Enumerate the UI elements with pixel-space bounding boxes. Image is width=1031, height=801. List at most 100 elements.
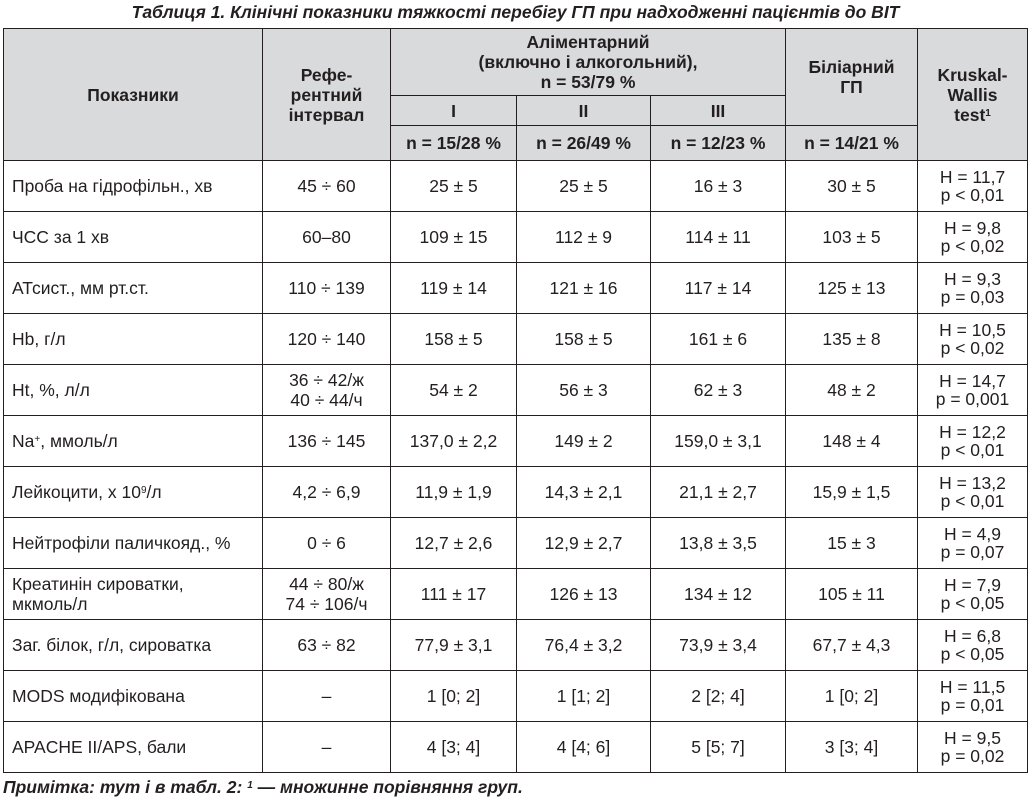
- header-indicator: Показники: [3, 28, 263, 161]
- grade-1-cell: 12,7 ± 2,6: [390, 517, 517, 569]
- grade-3-cell: 159,0 ± 3,1: [650, 415, 786, 467]
- p-value: p < 0,01: [940, 185, 1005, 205]
- footnote-mark: 1: [247, 780, 253, 791]
- p-value: p = 0,001: [935, 389, 1010, 409]
- kruskal-wallis-cell: H = 11,7 p < 0,01: [917, 160, 1028, 212]
- header-kw-line: Wallis: [947, 84, 998, 105]
- footnote-text: — множинне порівняння груп.: [252, 777, 523, 797]
- header-alimentary-line: (включно і алкогольний),: [478, 52, 698, 72]
- grade-2-cell: 56 ± 3: [516, 364, 651, 416]
- p-value: p = 0,07: [940, 542, 1005, 562]
- p-value: p = 0,01: [940, 695, 1005, 715]
- h-statistic: H = 9,5: [944, 728, 1001, 748]
- table-row: АТсист., мм рт.ст. 110 ÷ 139 119 ± 14 12…: [3, 262, 1028, 314]
- grade-3-cell: 114 ± 11: [650, 211, 786, 263]
- kruskal-wallis-cell: H = 7,9 p < 0,05: [917, 568, 1028, 620]
- p-value: p < 0,01: [940, 491, 1005, 511]
- table-row: Лейкоцити, х 109/л 4,2 ÷ 6,9 11,9 ± 1,9 …: [3, 466, 1028, 518]
- indicator-cell: Заг. білок, г/л, сироватка: [3, 619, 263, 671]
- biliary-cell: 148 ± 4: [785, 415, 918, 467]
- reference-cell: 0 ÷ 6: [262, 517, 391, 569]
- grade-2-cell: 158 ± 5: [516, 313, 651, 365]
- reference-cell: 45 ÷ 60: [262, 160, 391, 212]
- indicator-cell: Hb, г/л: [3, 313, 263, 365]
- grade-1-cell: 1 [0; 2]: [390, 670, 517, 722]
- grade-1-cell: 137,0 ± 2,2: [390, 415, 517, 467]
- reference-cell: 60–80: [262, 211, 391, 263]
- header-grade-3: III: [650, 95, 786, 126]
- grade-1-cell: 54 ± 2: [390, 364, 517, 416]
- biliary-cell: 125 ± 13: [785, 262, 918, 314]
- biliary-cell: 67,7 ± 4,3: [785, 619, 918, 671]
- indicator-text: , ммоль/л: [40, 431, 118, 451]
- p-value: p < 0,02: [940, 236, 1005, 256]
- kruskal-wallis-cell: H = 9,5 p = 0,02: [917, 721, 1028, 773]
- reference-cell: 110 ÷ 139: [262, 262, 391, 314]
- kruskal-wallis-cell: H = 12,2 p < 0,01: [917, 415, 1028, 467]
- grade-3-cell: 2 [2; 4]: [650, 670, 786, 722]
- h-statistic: H = 12,2: [939, 422, 1006, 442]
- grade-1-cell: 109 ± 15: [390, 211, 517, 263]
- header-kruskal-wallis: Kruskal- Wallis test1: [917, 28, 1028, 161]
- header-biliary-line: Біліарний: [808, 57, 895, 77]
- indicator-cell: ЧСС за 1 хв: [3, 211, 263, 263]
- grade-3-cell: 21,1 ± 2,7: [650, 466, 786, 518]
- header-biliary-n: n = 14/21 %: [785, 125, 918, 161]
- grade-1-cell: 158 ± 5: [390, 313, 517, 365]
- kruskal-wallis-cell: H = 4,9 p = 0,07: [917, 517, 1028, 569]
- grade-3-cell: 5 [5; 7]: [650, 721, 786, 773]
- table-row: MODS модифікована – 1 [0; 2] 1 [1; 2] 2 …: [3, 670, 1028, 722]
- h-statistic: H = 10,5: [939, 320, 1006, 340]
- biliary-cell: 48 ± 2: [785, 364, 918, 416]
- header-kw-line: Kruskal-: [937, 64, 1008, 85]
- header-grade-1: I: [390, 95, 517, 126]
- table-footnote: Примітка: тут і в табл. 2: 1 — множинне …: [3, 776, 523, 798]
- grade-1-cell: 25 ± 5: [390, 160, 517, 212]
- indicator-cell: АТсист., мм рт.ст.: [3, 262, 263, 314]
- kruskal-wallis-cell: H = 11,5 p = 0,01: [917, 670, 1028, 722]
- reference-cell: 36 ÷ 42/ж 40 ÷ 44/ч: [262, 364, 391, 416]
- reference-cell: 63 ÷ 82: [262, 619, 391, 671]
- table-body: Проба на гідрофільн., хв 45 ÷ 60 25 ± 5 …: [3, 160, 1028, 773]
- table-row: Нейтрофіли паличкояд., % 0 ÷ 6 12,7 ± 2,…: [3, 517, 1028, 569]
- grade-3-cell: 62 ± 3: [650, 364, 786, 416]
- table-row: ЧСС за 1 хв 60–80 109 ± 15 112 ± 9 114 ±…: [3, 211, 1028, 263]
- biliary-cell: 135 ± 8: [785, 313, 918, 365]
- table-row: Hb, г/л 120 ÷ 140 158 ± 5 158 ± 5 161 ± …: [3, 313, 1028, 365]
- h-statistic: H = 14,7: [939, 371, 1006, 391]
- indicator-cell: Нейтрофіли паличкояд., %: [3, 517, 263, 569]
- header-grade-2: II: [516, 95, 651, 126]
- indicator-cell: Креатинін сироватки, мкмоль/л: [3, 568, 263, 620]
- reference-line: 36 ÷ 42/ж: [289, 370, 364, 390]
- grade-1-cell: 11,9 ± 1,9: [390, 466, 517, 518]
- table-row: Na+, ммоль/л 136 ÷ 145 137,0 ± 2,2 149 ±…: [3, 415, 1028, 467]
- h-statistic: H = 11,5: [939, 677, 1006, 697]
- table-row: Креатинін сироватки, мкмоль/л 44 ÷ 80/ж 74…: [3, 568, 1028, 620]
- indicator-cell: APACHE II/APS, бали: [3, 721, 263, 773]
- reference-cell: –: [262, 721, 391, 773]
- header-biliary-line: ГП: [840, 77, 863, 97]
- grade-2-cell: 25 ± 5: [516, 160, 651, 212]
- table-row: APACHE II/APS, бали – 4 [3; 4] 4 [4; 6] …: [3, 721, 1028, 773]
- grade-3-cell: 73,9 ± 3,4: [650, 619, 786, 671]
- kruskal-wallis-cell: H = 6,8 p < 0,05: [917, 619, 1028, 671]
- reference-line: 40 ÷ 44/ч: [290, 390, 363, 410]
- grade-2-cell: 112 ± 9: [516, 211, 651, 263]
- grade-1-cell: 77,9 ± 3,1: [390, 619, 517, 671]
- indicator-line: мкмоль/л: [12, 594, 88, 614]
- h-statistic: H = 6,8: [944, 626, 1001, 646]
- reference-cell: 44 ÷ 80/ж 74 ÷ 106/ч: [262, 568, 391, 620]
- p-value: p = 0,02: [940, 746, 1005, 766]
- grade-2-cell: 1 [1; 2]: [516, 670, 651, 722]
- p-value: p < 0,05: [940, 644, 1005, 664]
- grade-2-cell: 14,3 ± 2,1: [516, 466, 651, 518]
- indicator-superscript: 9: [140, 485, 147, 496]
- kruskal-wallis-cell: H = 14,7 p = 0,001: [917, 364, 1028, 416]
- p-value: p < 0,02: [940, 338, 1005, 358]
- header-kw-footnote-mark: 1: [985, 107, 991, 119]
- grade-2-cell: 126 ± 13: [516, 568, 651, 620]
- biliary-cell: 1 [0; 2]: [785, 670, 918, 722]
- grade-2-cell: 12,9 ± 2,7: [516, 517, 651, 569]
- h-statistic: H = 4,9: [944, 524, 1001, 544]
- header-alimentary-line: Аліментарний: [526, 32, 650, 52]
